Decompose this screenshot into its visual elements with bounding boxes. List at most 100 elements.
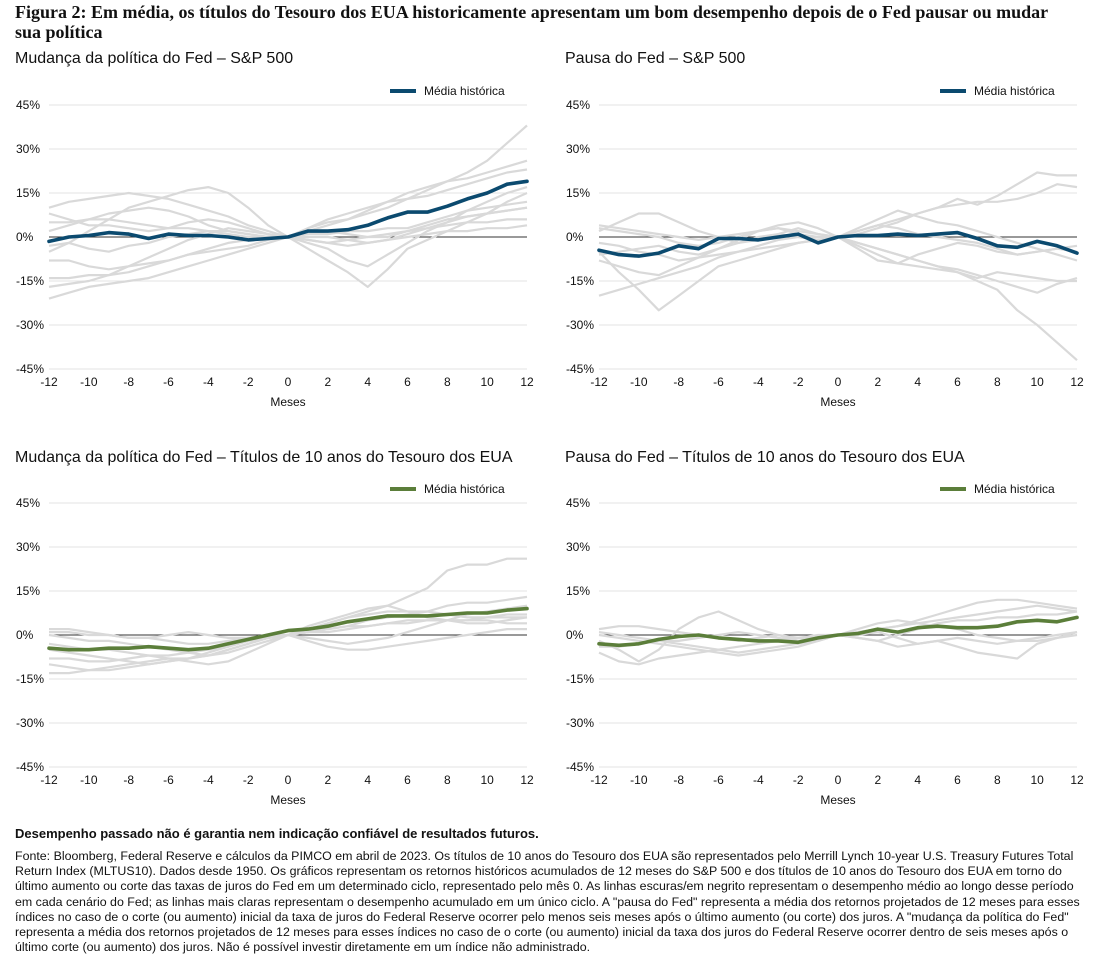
x-tick-label: -4: [753, 773, 764, 787]
y-tick-label: 30%: [16, 540, 40, 554]
x-tick-label: 6: [404, 773, 411, 787]
x-tick-label: 0: [835, 375, 842, 389]
x-tick-label: 10: [1030, 375, 1044, 389]
y-tick-label: 0%: [566, 230, 584, 244]
x-tick-label: 10: [480, 773, 494, 787]
y-tick-label: 45%: [16, 98, 40, 112]
average-line: [47, 606, 529, 652]
x-tick-label: 4: [364, 375, 371, 389]
x-tick-label: -2: [793, 773, 804, 787]
x-tick-label: -4: [203, 773, 214, 787]
x-tick-label: 4: [914, 375, 921, 389]
x-tick-label: 4: [914, 773, 921, 787]
legend-label: Média histórica: [424, 482, 505, 496]
x-tick-label: -2: [793, 375, 804, 389]
x-tick-label: 8: [444, 773, 451, 787]
x-tick-label: 10: [1030, 773, 1044, 787]
cycle-line-1: [598, 235, 1078, 362]
x-tick-label: -6: [713, 375, 724, 389]
x-tick-label: -8: [673, 773, 684, 787]
cycle-line-8: [49, 619, 527, 663]
y-tick-label: 45%: [566, 496, 590, 510]
panel-title-sp500-pause: Pausa do Fed – S&P 500: [565, 50, 746, 67]
cycle-line-7: [49, 610, 527, 645]
x-axis-label: Meses: [820, 793, 855, 807]
x-tick-label: 12: [520, 375, 534, 389]
average-line: [597, 615, 1079, 648]
cycle-line-2: [598, 171, 1077, 297]
y-tick-label: -45%: [566, 760, 594, 774]
x-tick-label: 12: [520, 773, 534, 787]
legend-label: Média histórica: [424, 84, 505, 98]
x-tick-label: -12: [40, 375, 58, 389]
x-tick-label: -10: [630, 375, 648, 389]
x-axis-label: Meses: [820, 395, 855, 409]
cycle-line-6: [599, 610, 1078, 648]
x-tick-label: 12: [1070, 375, 1084, 389]
x-axis-label: Meses: [270, 395, 305, 409]
y-tick-label: -30%: [566, 318, 594, 332]
chart-sp500-pause: 45% 30% 15% 0% -15% -30% -45%-12 -10 -8 -6 -4 -2 0 2 4…: [566, 84, 1084, 409]
x-tick-label: 2: [324, 773, 331, 787]
y-tick-label: -15%: [16, 274, 44, 288]
x-tick-label: -12: [590, 773, 608, 787]
x-tick-label: -2: [243, 375, 254, 389]
x-tick-label: -10: [80, 375, 98, 389]
source-note: Fonte: Bloomberg, Federal Reserve e cálc…: [15, 849, 1080, 955]
y-tick-label: 30%: [566, 540, 590, 554]
x-tick-label: -8: [123, 773, 134, 787]
y-tick-label: -45%: [16, 760, 44, 774]
x-tick-label: -12: [590, 375, 608, 389]
x-tick-label: 4: [364, 773, 371, 787]
y-tick-label: 0%: [16, 628, 34, 642]
panel-title-treasury-pause: Pausa do Fed – Títulos de 10 anos do Tes…: [565, 449, 965, 466]
y-tick-label: -15%: [566, 672, 594, 686]
y-tick-label: -45%: [16, 362, 44, 376]
x-tick-label: -6: [713, 773, 724, 787]
x-tick-label: 2: [874, 375, 881, 389]
y-tick-label: 15%: [16, 584, 40, 598]
y-tick-label: 15%: [566, 186, 590, 200]
y-tick-label: -30%: [16, 716, 44, 730]
chart-treasury-pause: 45% 30% 15% 0% -15% -30% -45%-12 -10 -8 -6 -4 -2 0 2 4…: [566, 482, 1084, 807]
y-tick-label: -15%: [566, 274, 594, 288]
x-tick-label: 10: [480, 375, 494, 389]
cycle-line-6: [48, 200, 528, 300]
x-tick-label: 2: [874, 773, 881, 787]
x-tick-label: -6: [163, 375, 174, 389]
y-tick-label: 0%: [16, 230, 34, 244]
y-tick-label: -45%: [566, 362, 594, 376]
y-tick-label: -15%: [16, 672, 44, 686]
x-tick-label: 12: [1070, 773, 1084, 787]
x-tick-label: -8: [673, 375, 684, 389]
y-tick-label: -30%: [566, 716, 594, 730]
legend-label: Média histórica: [974, 482, 1055, 496]
y-tick-label: 45%: [16, 496, 40, 510]
y-tick-label: 45%: [566, 98, 590, 112]
x-tick-label: 6: [954, 375, 961, 389]
x-tick-label: -2: [243, 773, 254, 787]
y-tick-label: 30%: [16, 142, 40, 156]
y-tick-label: 30%: [566, 142, 590, 156]
x-tick-label: -4: [753, 375, 764, 389]
x-tick-label: 6: [954, 773, 961, 787]
y-tick-label: 15%: [16, 186, 40, 200]
y-tick-label: 0%: [566, 628, 584, 642]
x-tick-label: 8: [994, 375, 1001, 389]
x-tick-label: -8: [123, 375, 134, 389]
average-line: [47, 179, 529, 244]
x-tick-label: -10: [630, 773, 648, 787]
average-line: [597, 230, 1079, 258]
panel-title-treasury-policy-change: Mudança da política do Fed – Títulos de …: [15, 449, 513, 466]
cycle-line-5: [48, 616, 527, 666]
panel-title-sp500-policy-change: Mudança da política do Fed – S&P 500: [15, 50, 294, 67]
x-tick-label: 0: [285, 773, 292, 787]
x-tick-label: 0: [285, 375, 292, 389]
chart-treasury-policy-change: 45% 30% 15% 0% -15% -30% -45%-12 -10 -8 -6 -4 -2 0 2 4…: [16, 482, 534, 807]
figure-title: Figura 2: Em média, os títulos do Tesour…: [15, 2, 1048, 42]
x-tick-label: -4: [203, 375, 214, 389]
x-tick-label: -12: [40, 773, 58, 787]
x-tick-label: 8: [994, 773, 1001, 787]
x-tick-label: 2: [324, 375, 331, 389]
y-tick-label: 15%: [566, 584, 590, 598]
